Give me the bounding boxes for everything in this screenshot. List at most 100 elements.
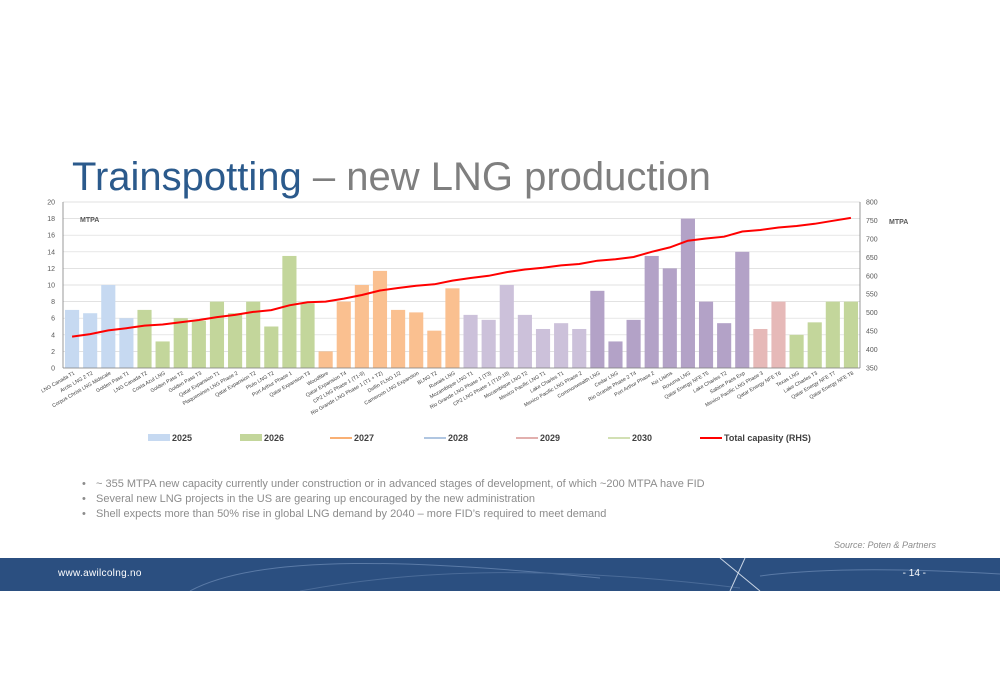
- right-tick-label: 650: [866, 255, 878, 262]
- bullet-list: • ~ 355 MTPA new capacity currently under…: [82, 477, 705, 522]
- bar: [554, 323, 569, 368]
- left-tick-label: 20: [47, 200, 55, 207]
- bullet-text: Shell expects more than 50% rise in glob…: [96, 508, 607, 520]
- right-tick-label: 500: [866, 310, 878, 317]
- left-axis-label: MTPA: [80, 217, 99, 224]
- chart-bars: [64, 218, 859, 368]
- title-main: Trainspotting: [72, 155, 302, 199]
- chart-gridlines: [63, 201, 860, 369]
- bar: [807, 322, 822, 368]
- bar: [155, 341, 170, 368]
- legend-label: Total capasity (RHS): [724, 433, 811, 443]
- legend-label: 2029: [540, 433, 560, 443]
- bar: [463, 314, 478, 368]
- bar: [282, 255, 297, 368]
- title-rest: – new LNG production: [301, 155, 711, 199]
- left-tick-label: 18: [47, 216, 55, 223]
- footer-band: www.awilcolng.no - 14 -: [0, 558, 1000, 591]
- total-capacity-line: [71, 216, 852, 338]
- legend-swatch: [240, 434, 262, 441]
- right-tick-label: 400: [866, 347, 878, 354]
- right-tick-label: 700: [866, 236, 878, 243]
- bar: [300, 303, 315, 368]
- bar: [843, 301, 859, 368]
- bar: [173, 318, 188, 368]
- source-note: Source: Poten & Partners: [833, 540, 936, 550]
- chart-axes: [62, 202, 861, 369]
- bar: [481, 319, 496, 368]
- left-tick-label: 6: [51, 316, 55, 323]
- right-tick-label: 800: [866, 200, 878, 207]
- bullet-dot-icon: •: [82, 478, 86, 490]
- right-tick-label: 750: [866, 218, 878, 225]
- bar: [572, 328, 587, 368]
- bar: [698, 301, 714, 368]
- footer-swoosh-decoration: [189, 558, 1000, 591]
- bar: [372, 270, 388, 368]
- legend-label: 2025: [172, 433, 192, 443]
- bar: [83, 313, 98, 368]
- legend-label: 2026: [264, 433, 284, 443]
- bar: [137, 309, 152, 368]
- right-axis-ticks: 350 400 450 500 550 600 650 700 750 800: [866, 200, 878, 373]
- legend-label: 2028: [448, 433, 468, 443]
- bar: [717, 323, 732, 368]
- bar: [608, 341, 623, 368]
- bar: [499, 285, 514, 368]
- bar: [789, 334, 804, 368]
- bar: [119, 318, 134, 368]
- bar: [409, 312, 424, 368]
- slide-title: Trainspotting – new LNG production: [72, 152, 711, 202]
- bar: [209, 301, 225, 368]
- bar: [101, 285, 116, 368]
- bar: [735, 251, 750, 368]
- left-tick-label: 8: [51, 299, 55, 306]
- bullet-item: • ~ 355 MTPA new capacity currently under…: [82, 477, 705, 492]
- left-tick-label: 2: [51, 349, 55, 356]
- right-tick-label: 600: [866, 273, 878, 280]
- bar: [590, 290, 605, 368]
- bar: [680, 218, 695, 368]
- bar: [427, 330, 442, 368]
- legend-swatch: [148, 434, 170, 441]
- bar: [825, 301, 840, 368]
- left-tick-label: 10: [47, 283, 55, 290]
- bar: [264, 326, 279, 368]
- bar: [771, 301, 786, 368]
- left-tick-label: 16: [47, 233, 55, 240]
- bullet-item: • Shell expects more than 50% rise in glo…: [82, 507, 705, 522]
- right-axis-label: MTPA: [889, 219, 908, 226]
- bar: [626, 319, 641, 368]
- lng-capacity-chart: 0 2 4 6 8 10 12 14 16 18 20 350 400 450 500 550 600 650 7…: [40, 200, 908, 444]
- bullet-text: ~ 355 MTPA new capacity currently under …: [96, 478, 705, 490]
- bar: [336, 301, 351, 368]
- bar: [391, 309, 406, 368]
- bullet-dot-icon: •: [82, 508, 86, 520]
- legend-label: 2027: [354, 433, 374, 443]
- bar: [644, 255, 659, 368]
- right-tick-label: 350: [866, 366, 878, 373]
- chart-legend: 2025 2026 2027 2028 2029 2030 Total capasity (…: [148, 433, 811, 443]
- total-capacity-polyline: [71, 216, 852, 338]
- bar: [445, 288, 460, 368]
- bar: [228, 313, 243, 368]
- bullet-dot-icon: •: [82, 493, 86, 505]
- bar: [64, 309, 80, 368]
- right-tick-label: 550: [866, 292, 878, 299]
- left-tick-label: 14: [47, 249, 55, 256]
- bar: [246, 301, 261, 368]
- bar: [191, 320, 206, 368]
- bar: [662, 268, 677, 368]
- bar: [318, 351, 333, 368]
- page-number: - 14 -: [902, 568, 926, 579]
- bar: [535, 328, 551, 368]
- bar: [517, 314, 532, 368]
- bar: [354, 285, 369, 368]
- left-tick-label: 4: [51, 332, 55, 339]
- left-axis-ticks: 0 2 4 6 8 10 12 14 16 18 20: [47, 200, 55, 373]
- left-tick-label: 12: [47, 266, 55, 273]
- bullet-item: • Several new LNG projects in the US are …: [82, 492, 705, 507]
- bullet-text: Several new LNG projects in the US are g…: [96, 493, 536, 505]
- footer-website-link[interactable]: www.awilcolng.no: [58, 568, 142, 579]
